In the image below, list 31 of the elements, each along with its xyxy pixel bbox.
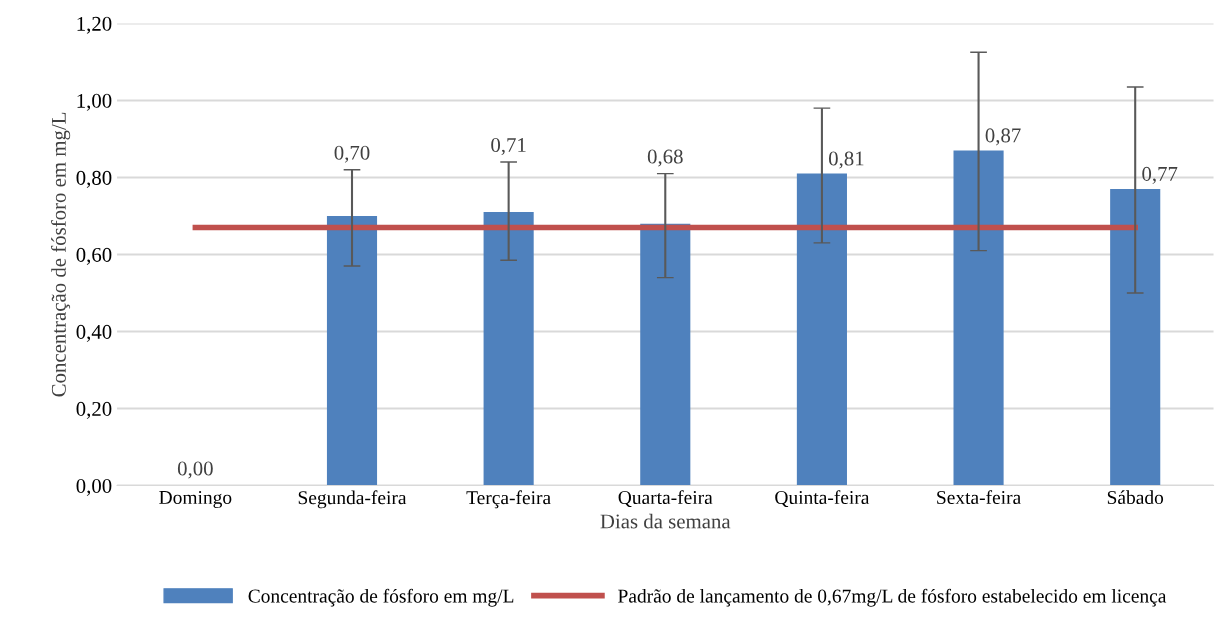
x-tick-label: Quarta-feira [618,490,713,508]
y-tick-label: 0,60 [76,247,112,265]
x-tick-label: Terça-feira [466,490,551,509]
y-tick-label: 0,40 [76,324,112,342]
data-label: 0,87 [985,128,1021,146]
y-tick-label: 1,00 [77,93,112,111]
x-tick-label: Domingo [159,490,232,509]
x-tick-label: Quinta-feira [775,490,870,508]
bar [326,215,378,486]
data-label: 0,71 [491,137,526,156]
bar [1110,189,1161,486]
y-tick-label: 0,80 [76,170,112,188]
x-tick-label: Segunda-feira [298,490,407,509]
bar [953,150,1004,486]
legend-label: Concentração de fósforo em mg/L [248,588,514,607]
data-label: 0,70 [334,145,370,163]
data-label: 0,00 [177,461,213,479]
bar [483,212,534,486]
bar [640,223,691,486]
y-axis-title: Concentração de fósforo em mg/L [51,112,71,397]
data-label: 0,77 [1142,166,1178,184]
data-label: 0,68 [647,149,683,167]
y-tick-label: 0,00 [76,478,112,496]
y-tick-label: 1,20 [77,16,112,34]
x-axis-title: Dias da semana [600,513,731,529]
bar [796,173,847,486]
data-label: 0,81 [828,151,864,169]
y-tick-label: 0,20 [76,401,112,419]
x-tick-label: Sábado [1107,490,1164,505]
legend-label: Padrão de lançamento de 0,67mg/L de fósforo estabelecido em licença [618,588,1167,607]
x-tick-label: Sexta-feira [937,490,1021,505]
